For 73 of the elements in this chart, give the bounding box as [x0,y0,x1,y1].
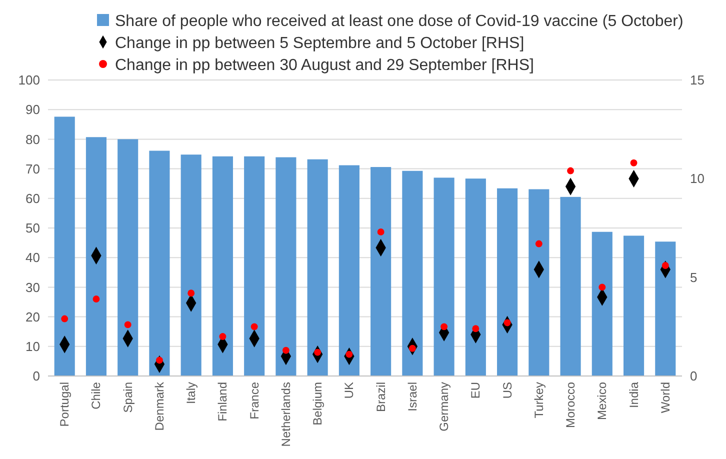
bar [592,232,612,376]
x-tick-label: Portugal [58,382,72,427]
point [567,167,574,174]
bar [655,242,676,376]
x-tick-label: Chile [89,382,104,410]
bar [118,139,138,376]
x-tick-label: Germany [437,382,452,432]
bar [624,236,644,376]
point [535,240,542,248]
bar [212,156,233,376]
bar [434,178,454,376]
y-tick-label: 10 [26,338,40,354]
bar [465,178,486,376]
point [377,228,384,236]
bar [149,150,170,376]
x-tick-label: Belgium [310,382,325,426]
x-tick-label: Turkey [532,382,546,418]
x-tick-label: India [626,382,641,408]
y-tick-label: 100 [18,72,40,88]
point [598,284,606,291]
x-tick-label: EU [468,382,483,399]
bar [54,116,75,376]
bar [244,156,265,376]
point [250,323,258,330]
y-tick-label: 60 [26,190,40,206]
legend-label: Change in pp between 5 Septembre and 5 October [RHS] [115,35,524,52]
x-tick-label: Netherlands [278,382,293,447]
point [440,323,448,330]
x-tick-label: Morocco [564,382,578,428]
x-tick-label: UK [342,382,356,399]
x-tick-label: Spain [120,382,135,413]
y-tick-label: 0 [32,368,40,384]
point [662,262,669,269]
x-tick-label: France [247,382,262,420]
bar [528,189,550,376]
bar [307,159,328,376]
bar [370,167,392,376]
point [61,315,68,322]
y-tick-label: 50 [26,220,40,236]
point [630,159,638,166]
point [472,325,480,332]
y-tick-label: 40 [26,250,40,266]
x-tick-label: US [500,382,514,399]
x-tick-label: Finland [216,382,230,422]
x-tick-label: Italy [184,382,198,404]
bar [402,170,423,376]
x-tick-label: Brazil [374,382,388,412]
bar [86,137,106,376]
point [188,290,195,297]
bar [497,188,518,376]
point [282,346,290,354]
legend-label: Change in pp between 30 August and 29 September [RHS] [115,57,534,74]
y-tick-label: 80 [26,132,40,147]
y2-tick-label: 15 [690,72,704,88]
point [124,321,132,328]
bar [276,157,296,376]
point [92,296,100,303]
y2-tick-label: 5 [690,270,698,285]
bar [180,154,202,376]
x-tick-label: Israel [405,382,420,412]
y2-tick-label: 10 [690,171,704,186]
bar [338,165,360,376]
y-tick-label: 70 [26,161,40,176]
x-tick-label: World [658,382,672,414]
y-tick-label: 30 [26,280,40,295]
y2-tick-label: 0 [690,368,698,384]
bar [560,196,581,376]
x-tick-label: Mexico [595,382,610,420]
legend-label: Share of people who received at least one dose of Covid-19 vaccine (5 October) [115,13,684,30]
y-tick-label: 90 [26,102,40,118]
y-tick-label: 20 [26,309,40,324]
point [219,333,226,340]
x-tick-label: Denmark [152,381,166,431]
